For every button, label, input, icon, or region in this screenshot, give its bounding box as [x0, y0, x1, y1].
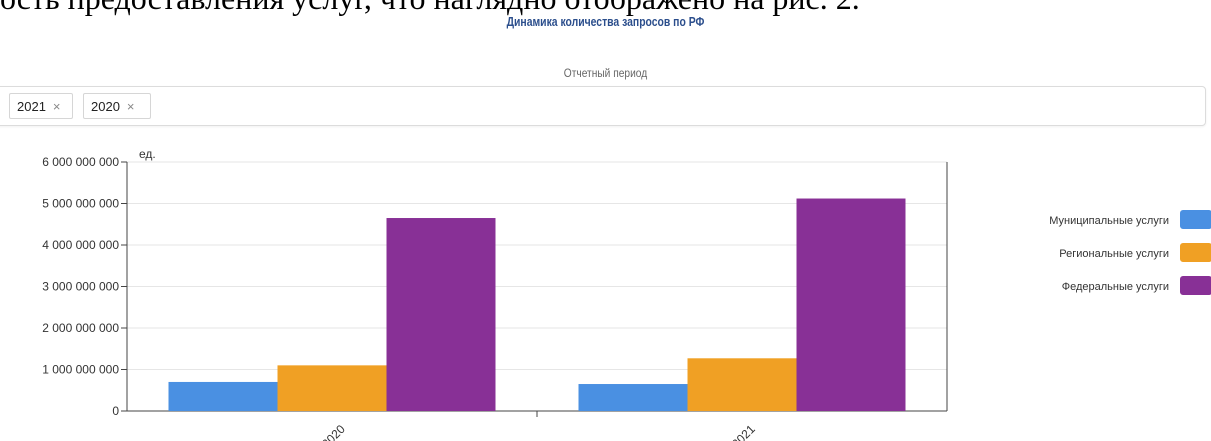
- y-tick-label: 3 000 000 000: [42, 280, 119, 294]
- x-tick-label: 2020: [319, 422, 348, 441]
- bar-2020-2: [277, 365, 387, 411]
- bar-2021-1: [578, 384, 688, 411]
- remove-chip-2021-icon[interactable]: ×: [52, 98, 61, 114]
- y-tick-label: 1 000 000 000: [42, 363, 119, 377]
- x-tick-label: 2021: [729, 422, 758, 441]
- legend-swatch: [1180, 210, 1211, 229]
- remove-chip-2020-icon[interactable]: ×: [126, 98, 135, 114]
- legend-swatch: [1180, 276, 1211, 295]
- bar-2020-1: [168, 381, 278, 411]
- document-text-fragment: ость предоставления услуг, что наглядно …: [0, 0, 1211, 16]
- chip-label: 2020: [91, 98, 120, 114]
- chip-label: 2021: [17, 98, 46, 114]
- filter-label: Отчетный период: [563, 66, 648, 80]
- y-axis-label: ед.: [139, 147, 156, 161]
- legend-label: Региональные услуги: [1059, 248, 1169, 260]
- y-tick-label: 4 000 000 000: [42, 238, 119, 252]
- bar-2021-3: [796, 198, 906, 411]
- chart-title: Динамика количества запросов по РФ: [506, 14, 705, 29]
- filter-chip-2021: 2021 ×: [9, 93, 73, 119]
- bar-2020-3: [386, 218, 496, 411]
- bar-2021-2: [687, 358, 797, 411]
- filter-chip-2020: 2020 ×: [83, 93, 151, 119]
- legend-label: Федеральные услуги: [1062, 281, 1169, 293]
- period-filter-input[interactable]: 2021 × 2020 ×: [0, 86, 1206, 126]
- y-tick-label: 6 000 000 000: [42, 155, 119, 169]
- y-tick-label: 2 000 000 000: [42, 321, 119, 335]
- y-tick-label: 0: [112, 404, 119, 418]
- y-tick-label: 5 000 000 000: [42, 197, 119, 211]
- legend-swatch: [1180, 243, 1211, 262]
- legend-label: Муниципальные услуги: [1049, 215, 1169, 227]
